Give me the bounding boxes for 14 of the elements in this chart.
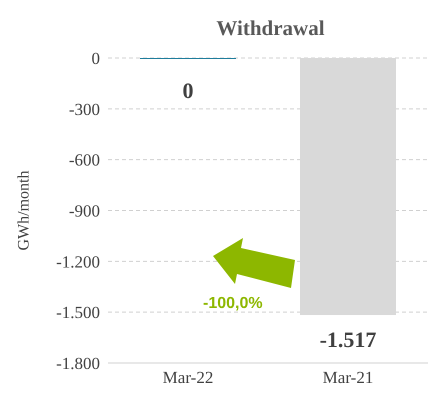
y-tick-label: -1.200	[56, 252, 100, 272]
data-label: 0	[182, 78, 194, 103]
y-tick-label: -300	[68, 100, 100, 119]
y-tick-label: -1.800	[56, 354, 100, 374]
x-tick-label: Mar-21	[322, 368, 374, 388]
y-tick-label: -1.500	[56, 303, 100, 322]
chart-title: Withdrawal	[215, 15, 326, 42]
y-tick-label: 0	[92, 49, 100, 68]
y-tick-label: -900	[68, 202, 100, 221]
x-tick-label: Mar-22	[162, 368, 214, 388]
y-tick-label: -600	[68, 150, 100, 170]
y-axis-title: GWh/month	[16, 170, 33, 250]
data-label: -1.517	[320, 327, 376, 352]
annotation: -100,0%	[203, 295, 263, 313]
